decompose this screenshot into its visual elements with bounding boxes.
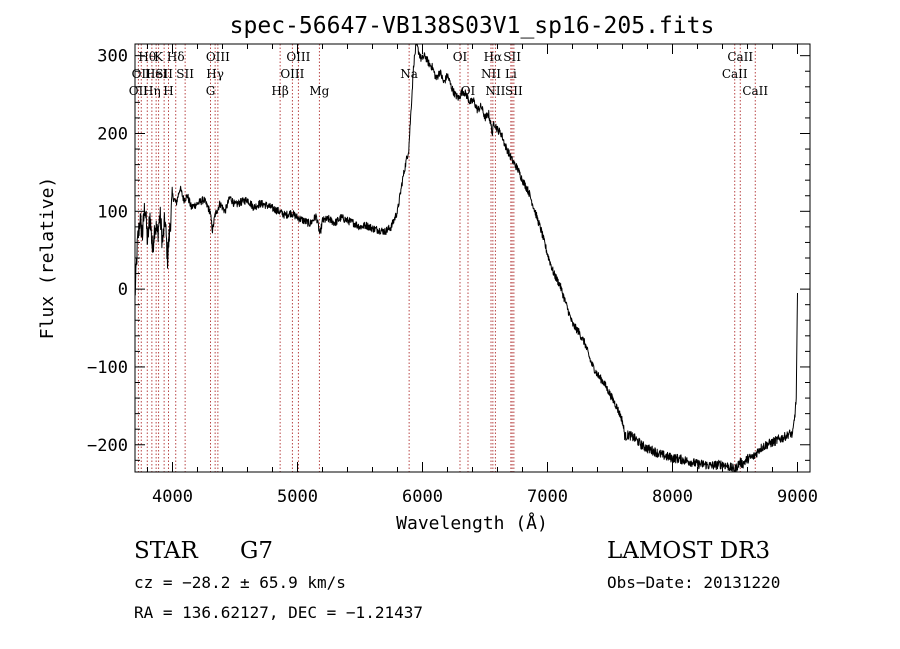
spectral-line-label: NII xyxy=(485,84,505,98)
x-axis-ticks: 4000 5000 6000 7000 8000 9000 xyxy=(147,44,818,507)
redshift-text: cz = −28.2 ± 65.9 km/s xyxy=(134,573,346,592)
coordinates-text: RA = 136.62127, DEC = −1.21437 xyxy=(134,603,423,622)
spectral-line-label: Hα xyxy=(484,50,503,64)
spectral-line-label: OIII xyxy=(206,50,230,64)
spectral-line-label: H xyxy=(163,84,173,98)
spectral-line-label: G xyxy=(206,84,216,98)
spectral-line-markers xyxy=(137,44,756,472)
spectral-line-label: Mg xyxy=(309,84,329,98)
spectral-line-label: OIII xyxy=(280,67,304,81)
y-tick-label: 300 xyxy=(97,47,128,67)
spectral-line-label: Hθ xyxy=(138,50,156,64)
observation-date: Obs−Date: 20131220 xyxy=(607,573,781,592)
y-axis-ticks: −200 −100 0 100 200 300 xyxy=(87,47,810,461)
spectral-line-label: NII xyxy=(481,67,501,81)
spectral-line-label: Hη xyxy=(143,84,161,98)
spectral-line-label: Hδ xyxy=(167,50,185,64)
spectral-line-label: Hβ xyxy=(271,84,288,98)
survey-name: LAMOST DR3 xyxy=(607,538,771,564)
spectral-line-label: OII xyxy=(132,67,152,81)
spectral-line-label: OI xyxy=(453,50,468,64)
spectral-line-labels: OIIOIIHθHηHeIKSIIHHδSIIGHγOIIIHβOIIIOIII… xyxy=(129,50,769,98)
spectral-line-label: SII xyxy=(155,67,173,81)
plot-frame xyxy=(134,43,811,473)
x-tick-label: 8000 xyxy=(652,487,693,507)
y-tick-label: 0 xyxy=(118,280,128,300)
spectral-line-label: SII xyxy=(176,67,194,81)
spectral-line-label: CaII xyxy=(727,50,753,64)
spectral-line-label: CaII xyxy=(742,84,768,98)
x-tick-label: 4000 xyxy=(152,487,193,507)
chart-title: spec-56647-VB138S03V1_sp16-205.fits xyxy=(230,13,715,39)
y-axis-label: Flux (relative) xyxy=(37,177,58,340)
x-tick-label: 7000 xyxy=(527,487,568,507)
y-tick-label: 100 xyxy=(97,202,128,222)
spectral-line-label: Na xyxy=(400,67,418,81)
y-tick-label: 200 xyxy=(97,124,128,144)
x-tick-label: 5000 xyxy=(277,487,318,507)
spectral-line-label: K xyxy=(154,50,164,64)
spectral-line-label: CaII xyxy=(722,67,748,81)
spectral-line-label: SII xyxy=(503,50,521,64)
x-axis-label: Wavelength (Å) xyxy=(396,512,548,534)
spectral-line-label: Hγ xyxy=(206,67,224,81)
x-tick-label: 9000 xyxy=(777,487,818,507)
x-tick-label: 6000 xyxy=(402,487,443,507)
spectral-line-label: OIII xyxy=(286,50,310,64)
spectral-line-label: Li xyxy=(505,67,517,81)
spectral-line-label: OII xyxy=(129,84,149,98)
y-tick-label: −200 xyxy=(87,436,128,456)
object-class: STAR xyxy=(134,538,198,564)
y-tick-label: −100 xyxy=(87,358,128,378)
object-subclass: G7 xyxy=(240,538,274,564)
spectral-line-label: HeI xyxy=(145,67,168,81)
spectral-line-label: SII xyxy=(505,84,523,98)
flux-series-line xyxy=(134,43,798,473)
